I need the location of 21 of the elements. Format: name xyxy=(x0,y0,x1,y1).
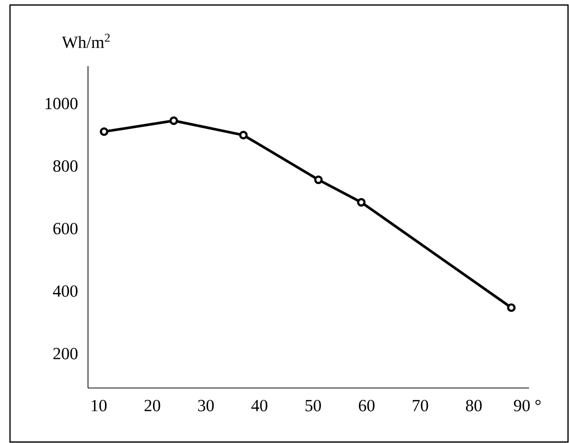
point xyxy=(314,176,323,184)
x-tick-label: 80 xyxy=(466,400,482,412)
point xyxy=(100,127,108,136)
x-tick-label: 60 xyxy=(358,400,375,412)
x-tick-label: 70 xyxy=(412,400,428,412)
x-tick-label: 40 xyxy=(251,400,268,412)
y-tick-label: 800 xyxy=(53,160,78,172)
x-tick-label: 10 xyxy=(92,400,107,412)
y-axis-title: Wh/m$^{2}$ xyxy=(62,34,110,48)
y-tick-label: 200 xyxy=(53,348,78,360)
x-tick-label: 50 xyxy=(306,400,321,412)
x-tick-label: 20 xyxy=(144,400,160,412)
x-tick-label: 90 ° xyxy=(514,400,541,412)
point xyxy=(507,303,516,312)
point xyxy=(239,130,248,140)
x-tick-label: 30 xyxy=(198,400,214,412)
point xyxy=(169,116,178,125)
y-tick-label: 400 xyxy=(52,285,78,297)
y-tick-label: 1000 xyxy=(46,98,78,110)
y-tick-label: 600 xyxy=(53,222,78,234)
point xyxy=(357,198,366,207)
